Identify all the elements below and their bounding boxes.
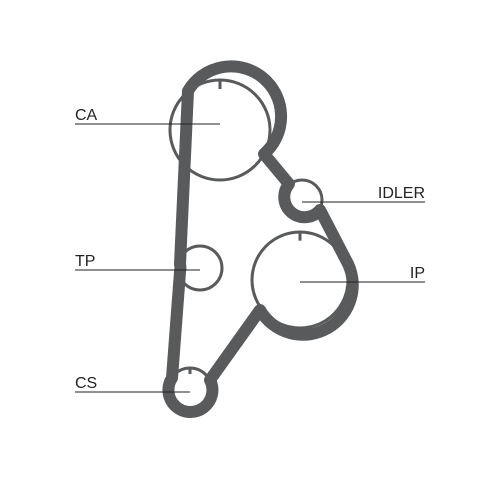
label-tp: TP (75, 253, 95, 270)
belt-routing-diagram: CA IDLER IP TP CS (0, 0, 500, 500)
label-idler: IDLER (378, 185, 425, 202)
label-ip: IP (410, 265, 425, 282)
label-cs: CS (75, 375, 97, 392)
label-ca: CA (75, 107, 98, 124)
